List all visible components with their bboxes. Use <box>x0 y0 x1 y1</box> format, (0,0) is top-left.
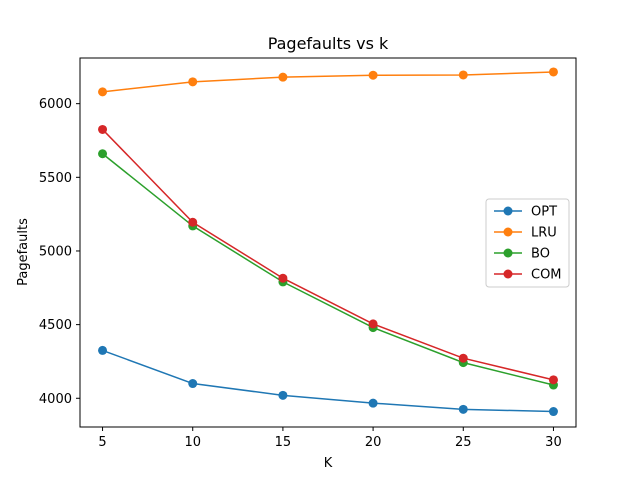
plot-area <box>79 57 577 428</box>
data-point-opt <box>188 379 198 389</box>
data-point-lru <box>98 87 108 97</box>
data-point-lru <box>368 70 378 80</box>
x-axis-label: K <box>324 456 333 471</box>
data-point-com <box>368 319 378 329</box>
y-tick-label: 4000 <box>39 392 72 407</box>
data-point-lru <box>188 77 198 87</box>
data-point-opt <box>98 345 108 355</box>
x-tick-label: 25 <box>455 435 472 450</box>
y-tick-label: 6000 <box>39 97 72 112</box>
legend-label: OPT <box>531 205 557 220</box>
x-axis: 5 10 15 20 25 30 <box>98 427 562 450</box>
data-point-com <box>98 124 108 134</box>
plot-frame <box>79 57 577 428</box>
legend-marker <box>503 248 513 258</box>
series-lru <box>98 67 558 97</box>
legend-label: LRU <box>531 226 557 241</box>
x-tick-label: 5 <box>98 435 106 450</box>
data-point-lru <box>278 72 288 82</box>
legend-label: BO <box>531 247 550 262</box>
data-point-opt <box>548 407 558 417</box>
data-point-com <box>458 353 468 363</box>
y-axis: 4000 4500 5000 5500 6000 <box>39 97 80 407</box>
x-tick-label: 20 <box>365 435 382 450</box>
data-point-com <box>188 217 198 227</box>
series-layer <box>98 67 558 417</box>
data-point-lru <box>548 67 558 77</box>
legend-item-bo: BO <box>494 247 550 262</box>
data-point-com <box>548 375 558 385</box>
legend-label: COM <box>531 268 562 283</box>
y-axis-label: Pagefaults <box>16 218 31 286</box>
data-point-opt <box>458 404 468 414</box>
y-tick-label: 5000 <box>39 244 72 259</box>
legend-item-com: COM <box>494 268 562 283</box>
series-line-bo <box>102 153 554 386</box>
legend-item-lru: LRU <box>494 226 557 241</box>
legend-marker <box>503 227 513 237</box>
legend-marker <box>503 269 513 279</box>
legend: OPT LRU BO COM <box>485 198 570 288</box>
x-tick-label: 15 <box>275 435 292 450</box>
y-tick-label: 5500 <box>39 171 72 186</box>
data-point-com <box>278 273 288 283</box>
legend-marker <box>503 206 513 216</box>
data-point-opt <box>368 398 378 408</box>
series-line-com <box>102 128 554 381</box>
series-com <box>98 124 558 385</box>
legend-box <box>485 198 570 288</box>
data-point-lru <box>458 70 468 80</box>
series-opt <box>98 345 558 417</box>
x-tick-label: 10 <box>184 435 201 450</box>
series-line-opt <box>102 349 554 413</box>
y-tick-label: 4500 <box>39 318 72 333</box>
data-point-opt <box>278 390 288 400</box>
x-tick-label: 30 <box>545 435 562 450</box>
data-point-bo <box>98 149 108 159</box>
legend-item-opt: OPT <box>494 205 557 220</box>
chart-title: Pagefaults vs k <box>268 34 389 53</box>
series-line-lru <box>102 71 554 93</box>
